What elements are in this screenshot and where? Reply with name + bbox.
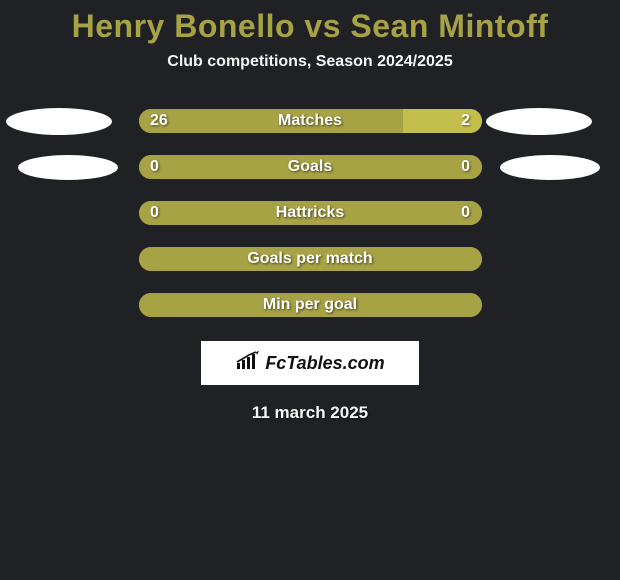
player2-value: 2 — [461, 109, 470, 133]
metric-bar — [139, 201, 482, 225]
player1-segment — [139, 293, 482, 317]
player2-oval — [500, 155, 600, 180]
player2-value: 0 — [461, 201, 470, 225]
metric-bar — [139, 293, 482, 317]
player2-segment — [403, 109, 482, 133]
logo-box: FcTables.com — [201, 341, 419, 385]
page-subtitle: Club competitions, Season 2024/2025 — [0, 53, 620, 71]
logo-chart-icon — [235, 351, 261, 376]
metric-row: 262Matches — [0, 109, 620, 133]
logo-text: FcTables.com — [265, 353, 384, 374]
player1-value: 0 — [150, 155, 159, 179]
metric-bar — [139, 247, 482, 271]
metric-row: Goals per match — [0, 247, 620, 271]
player2-value: 0 — [461, 155, 470, 179]
metric-row: 00Hattricks — [0, 201, 620, 225]
player1-value: 26 — [150, 109, 168, 133]
player1-segment — [139, 247, 482, 271]
date-line: 11 march 2025 — [0, 403, 620, 423]
player1-segment — [139, 109, 403, 133]
player1-value: 0 — [150, 201, 159, 225]
player1-oval — [6, 108, 112, 135]
page-title: Henry Bonello vs Sean Mintoff — [0, 0, 620, 45]
player1-segment — [139, 201, 482, 225]
metric-bar — [139, 109, 482, 133]
metric-bar — [139, 155, 482, 179]
metric-row: Min per goal — [0, 293, 620, 317]
player2-oval — [486, 108, 592, 135]
player1-segment — [139, 155, 482, 179]
player1-oval — [18, 155, 118, 180]
metric-row: 00Goals — [0, 155, 620, 179]
comparison-rows: 262Matches00Goals00HattricksGoals per ma… — [0, 109, 620, 317]
